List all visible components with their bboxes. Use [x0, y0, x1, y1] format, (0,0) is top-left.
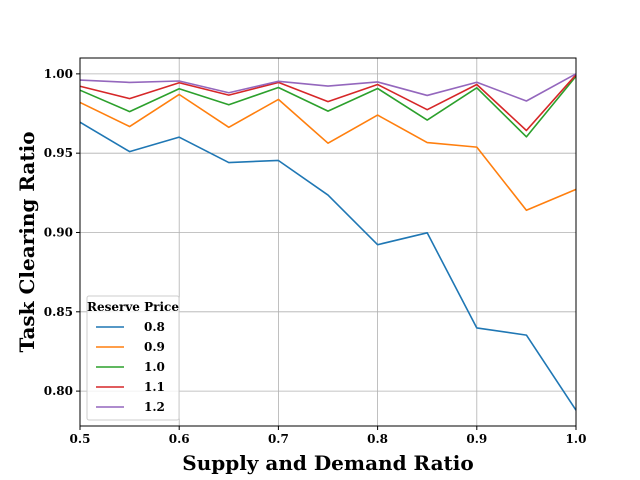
- x-axis-ticks: 0.5 0.6 0.7 0.8 0.9 1.0: [70, 426, 587, 446]
- legend: Reserve Price 0.8 0.9 1.0 1.1 1.2: [86, 295, 180, 421]
- legend-label: 1.1: [144, 380, 165, 394]
- x-tick-label: 1.0: [566, 432, 587, 446]
- series-line-1-2: [79, 73, 577, 102]
- legend-label: 1.0: [144, 360, 165, 374]
- series-line-0-8: [79, 121, 577, 411]
- series-line-1-0: [79, 75, 577, 138]
- legend-box: [86, 295, 180, 421]
- y-tick-label: 0.85: [44, 305, 73, 319]
- x-tick-label: 0.6: [169, 432, 190, 446]
- x-axis-label: Supply and Demand Ratio: [182, 451, 473, 475]
- y-tick-label: 1.00: [44, 67, 73, 81]
- x-tick-label: 0.8: [367, 432, 388, 446]
- y-tick-label: 0.80: [44, 384, 73, 398]
- y-tick-label: 0.95: [44, 146, 73, 160]
- series-lines: [79, 73, 577, 411]
- legend-label: 0.9: [144, 340, 165, 354]
- x-tick-label: 0.5: [70, 432, 91, 446]
- plot-frame: [79, 57, 577, 427]
- x-tick-label: 0.9: [466, 432, 487, 446]
- legend-entries: 0.8 0.9 1.0 1.1 1.2: [96, 320, 165, 414]
- y-axis-label: Task Clearing Ratio: [15, 131, 39, 352]
- series-line-0-9: [79, 93, 577, 212]
- series-line-1-1: [79, 74, 577, 132]
- y-tick-label: 0.90: [44, 225, 73, 239]
- legend-label: 1.2: [144, 400, 165, 414]
- legend-label: 0.8: [144, 320, 165, 334]
- x-tick-label: 0.7: [268, 432, 289, 446]
- legend-title: Reserve Price: [87, 300, 179, 314]
- y-axis-ticks: 0.80 0.85 0.90 0.95 1.00: [44, 67, 80, 398]
